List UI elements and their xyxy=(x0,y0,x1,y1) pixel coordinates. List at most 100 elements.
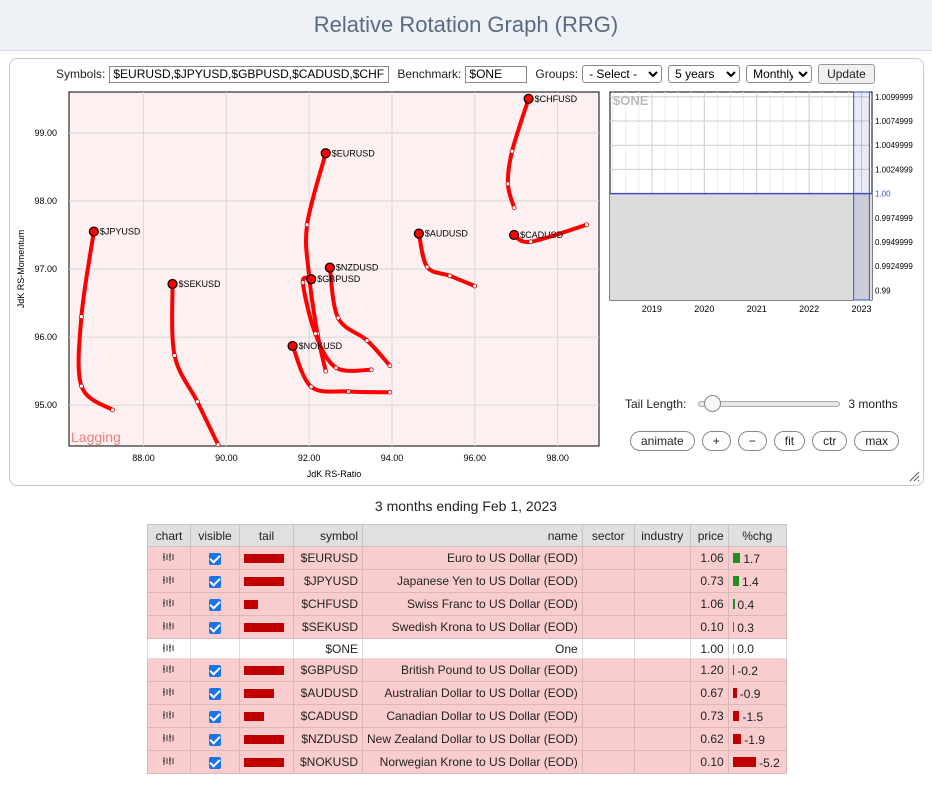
column-header-tail[interactable]: tail xyxy=(239,524,294,547)
resize-grip-icon[interactable] xyxy=(908,470,920,482)
visible-cell[interactable] xyxy=(190,638,240,659)
visible-checkbox[interactable] xyxy=(209,733,221,746)
head-point-jpyusd[interactable] xyxy=(88,226,99,237)
symbol-cell[interactable]: $JPYUSD xyxy=(293,569,363,593)
candlestick-chart-icon[interactable] xyxy=(162,642,176,656)
table-row[interactable]: $NZDUSD New Zealand Dollar to US Dollar (… xyxy=(147,727,787,751)
candlestick-chart-icon[interactable] xyxy=(162,732,176,746)
benchmark-input[interactable] xyxy=(465,65,528,83)
chart-cell[interactable] xyxy=(147,615,191,639)
visible-checkbox[interactable] xyxy=(209,575,221,588)
visible-checkbox[interactable] xyxy=(209,687,221,700)
column-header-name[interactable]: name xyxy=(362,524,583,547)
visible-checkbox[interactable] xyxy=(209,710,221,723)
symbol-cell[interactable]: $AUDUSD xyxy=(293,681,363,705)
chart-cell[interactable] xyxy=(147,750,191,774)
table-row[interactable]: $CADUSD Canadian Dollar to US Dollar (EOD… xyxy=(147,704,787,728)
chart-cell[interactable] xyxy=(147,546,191,570)
series-nokusd[interactable]: $NOKUSD xyxy=(287,340,393,395)
visible-cell[interactable] xyxy=(190,546,240,570)
candlestick-chart-icon[interactable] xyxy=(162,620,176,634)
head-point-sekusd[interactable] xyxy=(167,278,178,290)
column-header-visible[interactable]: visible xyxy=(190,524,240,547)
series-sekusd[interactable]: $SEKUSD xyxy=(167,278,221,448)
table-row[interactable]: $SEKUSD Swedish Krona to US Dollar (EOD) 0… xyxy=(147,615,787,639)
chart-cell[interactable] xyxy=(147,658,191,682)
chart-cell[interactable] xyxy=(147,592,191,616)
series-cadusd[interactable]: $CADUSD xyxy=(509,222,589,245)
head-point-nzdusd[interactable] xyxy=(324,262,335,273)
center-button[interactable]: ctr xyxy=(812,431,848,451)
animate-button[interactable]: animate xyxy=(630,431,695,451)
visible-cell[interactable] xyxy=(190,681,240,705)
interval-select[interactable]: Monthly xyxy=(746,65,813,83)
visible-cell[interactable] xyxy=(190,615,240,639)
range-select[interactable]: 5 years xyxy=(668,65,741,83)
chart-cell[interactable] xyxy=(147,638,191,659)
chart-cell[interactable] xyxy=(147,704,191,728)
candlestick-chart-icon[interactable] xyxy=(162,755,176,769)
candlestick-chart-icon[interactable] xyxy=(162,686,176,700)
zoom-in-button[interactable]: + xyxy=(701,431,731,451)
column-header-industry[interactable]: industry xyxy=(633,524,691,547)
candlestick-chart-icon[interactable] xyxy=(162,709,176,723)
table-row[interactable]: $JPYUSD Japanese Yen to US Dollar (EOD) 0.… xyxy=(147,569,787,593)
column-header-sector[interactable]: sector xyxy=(581,524,635,547)
symbol-cell[interactable]: $CADUSD xyxy=(293,704,363,728)
visible-cell[interactable] xyxy=(190,592,240,616)
zoom-out-button[interactable]: − xyxy=(737,431,767,451)
benchmark-highlight-window[interactable] xyxy=(853,91,870,301)
table-row[interactable]: $EURUSD Euro to US Dollar (EOD) 1.06 1.7 xyxy=(147,546,787,570)
head-point-nokusd[interactable] xyxy=(287,340,298,352)
symbol-cell[interactable]: $ONE xyxy=(293,638,363,659)
visible-cell[interactable] xyxy=(190,704,240,728)
candlestick-chart-icon[interactable] xyxy=(162,574,176,588)
symbol-cell[interactable]: $EURUSD xyxy=(293,546,363,570)
head-point-cadusd[interactable] xyxy=(509,229,520,241)
symbols-input[interactable] xyxy=(109,65,390,83)
symbol-cell[interactable]: $NOKUSD xyxy=(293,750,363,774)
series-audusd[interactable]: $AUDUSD xyxy=(413,228,478,289)
visible-checkbox[interactable] xyxy=(209,552,221,565)
visible-checkbox[interactable] xyxy=(209,598,221,611)
chart-cell[interactable] xyxy=(147,727,191,751)
symbol-cell[interactable]: $SEKUSD xyxy=(293,615,363,639)
series-nzdusd[interactable]: $NZDUSD xyxy=(324,262,393,369)
symbol-cell[interactable]: $GBPUSD xyxy=(293,658,363,682)
visible-cell[interactable] xyxy=(190,658,240,682)
column-header-symbol[interactable]: symbol xyxy=(293,524,363,547)
rrg-chart[interactable]: Lagging 88.00 90.00 92.00 94.00 96.00 98.00 9… xyxy=(10,59,923,485)
candlestick-chart-icon[interactable] xyxy=(162,663,176,677)
candlestick-chart-icon[interactable] xyxy=(162,551,176,565)
visible-cell[interactable] xyxy=(190,727,240,751)
table-row[interactable]: $GBPUSD British Pound to US Dollar (EOD) 1… xyxy=(147,658,787,682)
max-button[interactable]: max xyxy=(854,431,900,451)
tail-length-slider-thumb[interactable] xyxy=(703,395,721,412)
symbol-cell[interactable]: $CHFUSD xyxy=(293,592,363,616)
chart-cell[interactable] xyxy=(147,569,191,593)
fit-button[interactable]: fit xyxy=(773,431,806,451)
visible-checkbox[interactable] xyxy=(209,664,221,677)
candlestick-chart-icon[interactable] xyxy=(162,597,176,611)
table-row[interactable]: $CHFUSD Swiss Franc to US Dollar (EOD) 1.0… xyxy=(147,592,787,616)
head-point-gbpusd[interactable] xyxy=(306,274,317,285)
column-header-price[interactable]: price xyxy=(689,524,729,547)
head-point-eurusd[interactable] xyxy=(320,148,331,159)
table-row[interactable]: $ONE One 1.00 0.0 xyxy=(147,638,787,659)
column-header-chart[interactable]: chart xyxy=(147,524,191,547)
table-row[interactable]: $AUDUSD Australian Dollar to US Dollar (E… xyxy=(147,681,787,705)
symbol-cell[interactable]: $NZDUSD xyxy=(293,727,363,751)
column-header-chg[interactable]: %chg xyxy=(727,524,787,547)
visible-cell[interactable] xyxy=(190,750,240,774)
series-gbpusd[interactable]: $GBPUSD xyxy=(300,274,374,373)
series-chfusd[interactable]: $CHFUSD xyxy=(505,93,578,211)
chart-cell[interactable] xyxy=(147,681,191,705)
series-jpyusd[interactable]: $JPYUSD xyxy=(76,226,141,413)
visible-cell[interactable] xyxy=(190,569,240,593)
tail-length-slider[interactable] xyxy=(698,395,841,412)
groups-select[interactable]: - Select - xyxy=(582,65,663,83)
visible-checkbox[interactable] xyxy=(209,756,221,769)
head-point-audusd[interactable] xyxy=(413,228,424,239)
visible-checkbox[interactable] xyxy=(209,621,221,634)
head-point-chfusd[interactable] xyxy=(523,93,534,104)
